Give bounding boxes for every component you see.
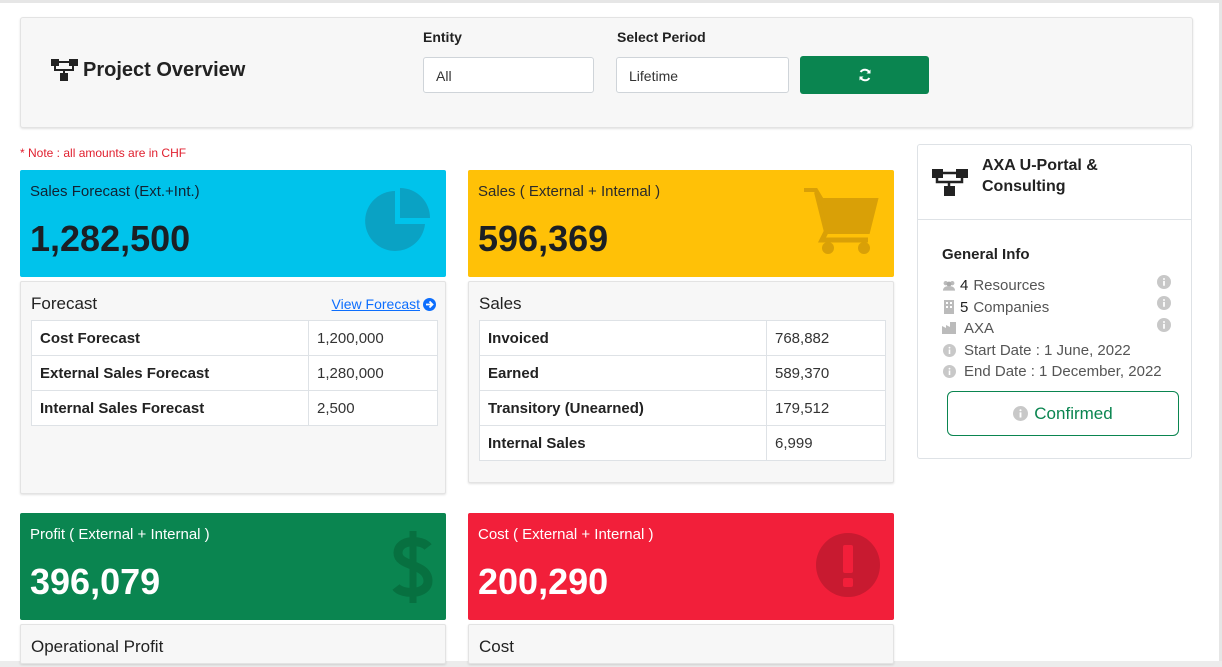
table-row: Internal Sales Forecast 2,500 <box>31 390 438 426</box>
sales-forecast-value: 1,282,500 <box>30 218 191 259</box>
cart-icon <box>804 188 879 254</box>
resources-count: 4 <box>960 276 969 294</box>
sales-forecast-tile: Sales Forecast (Ext.+Int.) 1,282,500 <box>20 170 446 277</box>
info-icon[interactable] <box>1157 318 1171 332</box>
project-name: AXA U-Portal & Consulting <box>982 157 1098 195</box>
industry-icon <box>942 322 956 334</box>
row-key: Transitory (Unearned) <box>479 390 767 426</box>
info-icon[interactable] <box>1157 296 1171 310</box>
sales-tile: Sales ( External + Internal ) 596,369 <box>468 170 894 277</box>
operational-profit-title: Operational Profit <box>31 637 164 656</box>
arrow-circle-right-icon <box>423 297 436 311</box>
sitemap-icon <box>51 59 78 81</box>
table-row: Transitory (Unearned) 179,512 <box>479 390 886 426</box>
table-row: Cost Forecast 1,200,000 <box>31 320 438 356</box>
row-key: Earned <box>479 355 767 391</box>
table-row: External Sales Forecast 1,280,000 <box>31 355 438 391</box>
pie-chart-icon <box>365 188 430 251</box>
view-forecast-label: View Forecast <box>331 296 420 312</box>
companies-label: Companies <box>973 298 1050 316</box>
client-row: AXA <box>942 318 994 338</box>
sales-table: Invoiced 768,882 Earned 589,370 Transito… <box>479 320 886 461</box>
top-border <box>0 0 1222 3</box>
resources-row: 4 Resources <box>942 275 1045 295</box>
project-card: AXA U-Portal & Consulting General Info 4… <box>917 144 1192 459</box>
general-info-title: General Info <box>942 246 1030 263</box>
entity-label: Entity <box>423 29 462 45</box>
row-key: External Sales Forecast <box>31 355 309 391</box>
refresh-button[interactable] <box>800 56 929 94</box>
sales-panel-title: Sales <box>479 294 522 313</box>
row-value: 1,200,000 <box>308 320 438 356</box>
bottom-border <box>0 661 1222 667</box>
table-row: Earned 589,370 <box>479 355 886 391</box>
row-value: 589,370 <box>766 355 886 391</box>
end-date: End Date : 1 December, 2022 <box>964 362 1162 380</box>
row-key: Internal Sales <box>479 425 767 461</box>
table-row: Invoiced 768,882 <box>479 320 886 356</box>
header-card: Project Overview Entity All Select Perio… <box>20 17 1193 128</box>
row-value: 1,280,000 <box>308 355 438 391</box>
forecast-title: Forecast <box>31 294 98 313</box>
start-date-row: Start Date : 1 June, 2022 <box>942 340 1131 360</box>
sales-value: 596,369 <box>478 218 609 259</box>
currency-note: * Note : all amounts are in CHF <box>20 146 187 160</box>
profit-value: 396,079 <box>30 561 161 602</box>
row-key: Internal Sales Forecast <box>31 390 309 426</box>
scroll-edge <box>1219 0 1222 667</box>
confirmed-status-button[interactable]: Confirmed <box>947 391 1179 436</box>
status-label: Confirmed <box>1034 403 1113 423</box>
sales-forecast-label: Sales Forecast (Ext.+Int.) <box>30 183 200 200</box>
period-label: Select Period <box>617 29 706 45</box>
exclamation-icon <box>816 533 880 597</box>
info-icon <box>942 343 956 357</box>
refresh-icon <box>859 68 870 82</box>
forecast-panel: Forecast View Forecast Cost Forecast 1,2… <box>20 281 446 494</box>
row-value: 179,512 <box>766 390 886 426</box>
cost-panel: Cost <box>468 624 894 664</box>
page-title: Project Overview <box>83 58 246 81</box>
row-value: 6,999 <box>766 425 886 461</box>
resources-label: Resources <box>973 276 1046 294</box>
building-icon <box>942 300 956 314</box>
view-forecast-link[interactable]: View Forecast <box>332 296 436 312</box>
project-card-header: AXA U-Portal & Consulting <box>918 145 1191 220</box>
users-icon <box>942 280 956 291</box>
companies-count: 5 <box>960 298 969 316</box>
dollar-icon <box>392 531 433 603</box>
info-icon <box>942 364 956 378</box>
cost-panel-title: Cost <box>479 637 514 656</box>
row-value: 2,500 <box>308 390 438 426</box>
table-row: Internal Sales 6,999 <box>479 425 886 461</box>
companies-row: 5 Companies <box>942 297 1049 317</box>
info-icon <box>1013 406 1029 421</box>
entity-select[interactable]: All <box>423 57 594 93</box>
cost-tile: Cost ( External + Internal ) 200,290 <box>468 513 894 620</box>
sales-panel: Sales Invoiced 768,882 Earned 589,370 Tr… <box>468 281 894 483</box>
row-value: 768,882 <box>766 320 886 356</box>
sales-label: Sales ( External + Internal ) <box>478 183 661 200</box>
client-name: AXA <box>964 319 995 337</box>
forecast-table: Cost Forecast 1,200,000 External Sales F… <box>31 320 438 426</box>
cost-label: Cost ( External + Internal ) <box>478 526 654 543</box>
profit-label: Profit ( External + Internal ) <box>30 526 210 543</box>
title-group: Project Overview <box>51 58 245 82</box>
row-key: Cost Forecast <box>31 320 309 356</box>
period-select[interactable]: Lifetime <box>616 57 789 93</box>
end-date-row: End Date : 1 December, 2022 <box>942 361 1162 381</box>
start-date: Start Date : 1 June, 2022 <box>964 341 1131 359</box>
operational-profit-panel: Operational Profit <box>20 624 446 664</box>
profit-tile: Profit ( External + Internal ) 396,079 <box>20 513 446 620</box>
info-icon[interactable] <box>1157 275 1171 289</box>
cost-value: 200,290 <box>478 561 609 602</box>
row-key: Invoiced <box>479 320 767 356</box>
sitemap-icon <box>932 169 968 196</box>
